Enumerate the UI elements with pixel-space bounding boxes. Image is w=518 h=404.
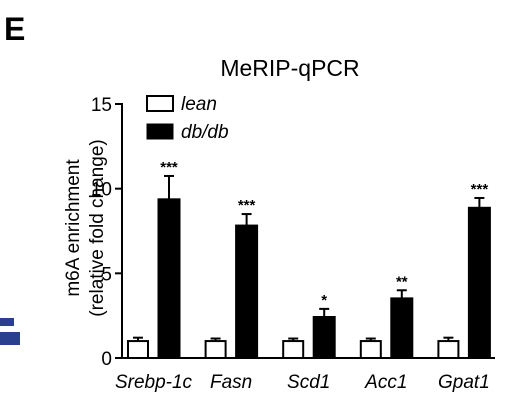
significance-label: *** (238, 197, 256, 214)
bar-lean-srebp-1c (127, 340, 149, 360)
significance-label: *** (160, 159, 178, 176)
significance-label: ** (396, 273, 408, 290)
bar-series: ************ (127, 159, 491, 360)
y-axis: 0 5 10 15 (91, 95, 123, 370)
y-axis-label-line2: (relative fold change) (87, 139, 108, 316)
significance-label: * (321, 292, 327, 309)
significance-label: *** (471, 181, 489, 198)
bar-lean-scd1 (282, 340, 305, 360)
bar-db-db-scd1 (312, 316, 336, 359)
chart-title: MeRIP-qPCR (220, 55, 359, 81)
x-tick-label: Acc1 (364, 372, 407, 393)
y-axis-label-line1: m6A enrichment (63, 159, 84, 297)
y-tick-label: 0 (101, 349, 112, 370)
legend-swatch (146, 95, 174, 112)
y-tick-label: 15 (91, 95, 112, 116)
bar-lean-fasn (204, 340, 227, 360)
legend-label: lean (181, 94, 217, 115)
x-tick-label: Fasn (210, 372, 252, 393)
panel-letter: E (4, 11, 25, 47)
cropped-neighbor-graphic (0, 332, 20, 345)
x-axis: Srebp-1c Fasn Scd1 Acc1 Gpat1 (115, 357, 495, 393)
legend-label: db/db (181, 122, 229, 143)
bar-db-db-gpat1 (467, 206, 491, 359)
bar-db-db-acc1 (390, 297, 414, 359)
bar-lean-gpat1 (437, 340, 460, 360)
legend: lean db/db (146, 94, 229, 143)
bar-db-db-fasn (235, 224, 259, 359)
x-tick-label: Scd1 (287, 372, 330, 393)
x-tick-label: Srebp-1c (115, 372, 193, 393)
y-tick-label: 5 (101, 264, 112, 285)
bar-db-db-srebp-1c (157, 198, 181, 359)
bar-lean-acc1 (359, 340, 382, 360)
x-tick-label: Gpat1 (438, 372, 490, 393)
cropped-neighbor-graphic (0, 318, 14, 326)
y-tick-label: 10 (91, 180, 112, 201)
legend-swatch (146, 123, 174, 140)
